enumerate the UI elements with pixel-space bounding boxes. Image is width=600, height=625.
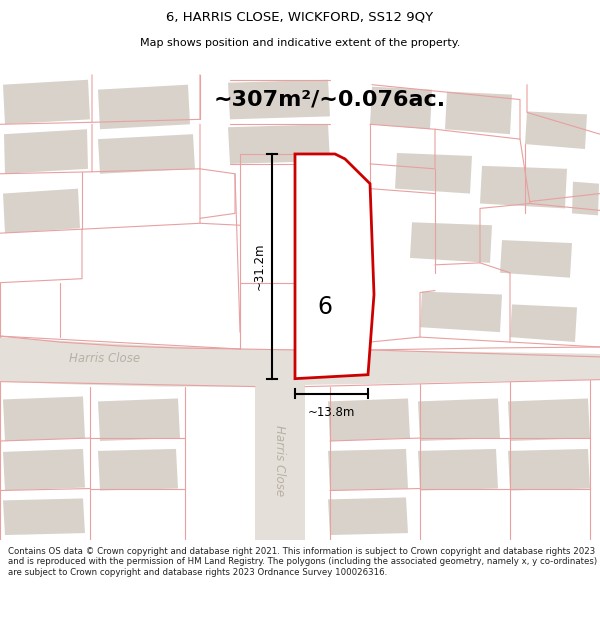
Polygon shape <box>228 80 330 119</box>
Polygon shape <box>3 396 85 441</box>
Polygon shape <box>500 240 572 278</box>
Polygon shape <box>4 129 88 174</box>
Polygon shape <box>410 222 492 263</box>
Text: Harris Close: Harris Close <box>70 352 140 366</box>
Polygon shape <box>508 399 590 441</box>
Text: ~13.8m: ~13.8m <box>308 406 355 419</box>
Polygon shape <box>0 337 600 387</box>
Text: ~31.2m: ~31.2m <box>253 242 265 290</box>
Polygon shape <box>328 449 408 491</box>
Polygon shape <box>3 189 80 233</box>
Polygon shape <box>418 399 500 441</box>
Polygon shape <box>295 154 374 379</box>
Polygon shape <box>3 449 85 491</box>
Polygon shape <box>370 87 432 129</box>
Text: 6: 6 <box>317 296 332 319</box>
Text: Map shows position and indicative extent of the property.: Map shows position and indicative extent… <box>140 39 460 49</box>
Text: ~307m²/~0.076ac.: ~307m²/~0.076ac. <box>214 89 446 109</box>
Polygon shape <box>572 182 599 216</box>
Polygon shape <box>420 291 502 332</box>
Polygon shape <box>445 92 512 134</box>
Text: 6, HARRIS CLOSE, WICKFORD, SS12 9QY: 6, HARRIS CLOSE, WICKFORD, SS12 9QY <box>166 11 434 24</box>
Polygon shape <box>98 85 190 129</box>
Text: Harris Close: Harris Close <box>274 425 287 496</box>
Polygon shape <box>98 449 178 491</box>
Polygon shape <box>255 349 305 540</box>
Polygon shape <box>525 111 587 149</box>
Polygon shape <box>298 233 360 278</box>
Polygon shape <box>480 166 567 208</box>
Polygon shape <box>3 80 90 124</box>
Polygon shape <box>418 449 498 491</box>
Polygon shape <box>98 134 195 174</box>
Polygon shape <box>395 153 472 194</box>
Polygon shape <box>508 449 590 491</box>
Polygon shape <box>328 498 408 535</box>
Text: Contains OS data © Crown copyright and database right 2021. This information is : Contains OS data © Crown copyright and d… <box>8 547 597 577</box>
Polygon shape <box>228 124 330 164</box>
Polygon shape <box>98 399 180 441</box>
Polygon shape <box>3 498 85 535</box>
Polygon shape <box>510 304 577 342</box>
Polygon shape <box>328 399 410 441</box>
